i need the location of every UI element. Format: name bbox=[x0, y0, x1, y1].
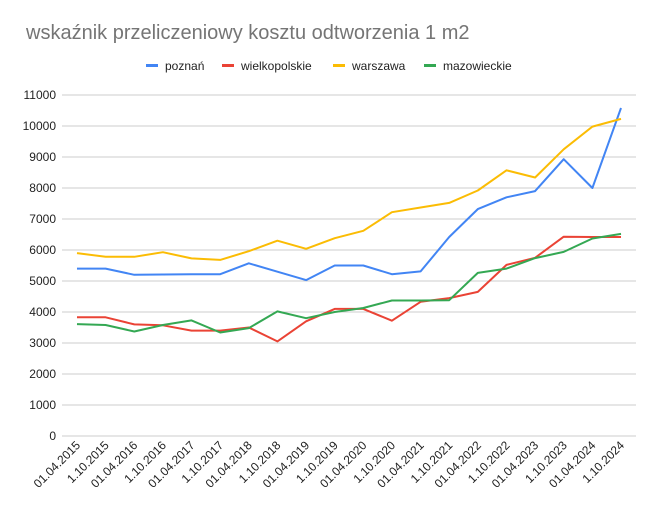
legend: poznań wielkopolskie warszawa mazowieckie bbox=[146, 59, 512, 73]
y-tick-label: 5000 bbox=[29, 274, 56, 288]
y-tick-label: 4000 bbox=[29, 305, 56, 319]
series-line-warszawa bbox=[76, 117, 622, 261]
y-tick-label: 9000 bbox=[29, 150, 56, 164]
series-line-poznań bbox=[77, 107, 622, 282]
y-axis: 0 1000 2000 3000 4000 5000 6000 7000 8000 9000 100… bbox=[23, 88, 57, 443]
y-tick-label: 10000 bbox=[23, 119, 57, 133]
y-tick-label: 2000 bbox=[29, 367, 56, 381]
legend-item: wielkopolskie bbox=[240, 59, 312, 73]
legend-item: poznań bbox=[165, 59, 204, 73]
y-tick-label: 8000 bbox=[29, 181, 56, 195]
y-tick-label: 0 bbox=[49, 429, 56, 443]
legend-item: mazowieckie bbox=[443, 59, 512, 73]
legend-swatch bbox=[146, 64, 158, 67]
y-tick-label: 3000 bbox=[29, 336, 56, 350]
gridlines bbox=[62, 94, 636, 437]
y-tick-label: 11000 bbox=[24, 88, 57, 102]
series-lines bbox=[76, 107, 622, 343]
x-axis: 01.04.20151.10.201501.04.20161.10.201601… bbox=[31, 438, 628, 491]
chart-title: wskaźnik przeliczeniowy kosztu odtworzen… bbox=[25, 22, 470, 44]
legend-item: warszawa bbox=[351, 59, 406, 73]
legend-swatch bbox=[424, 64, 436, 67]
y-tick-label: 7000 bbox=[29, 212, 56, 226]
legend-swatch bbox=[222, 64, 234, 67]
y-tick-label: 6000 bbox=[29, 243, 56, 257]
legend-swatch bbox=[333, 64, 345, 67]
series-line-mazowieckie bbox=[76, 232, 622, 334]
y-tick-label: 1000 bbox=[29, 398, 56, 412]
